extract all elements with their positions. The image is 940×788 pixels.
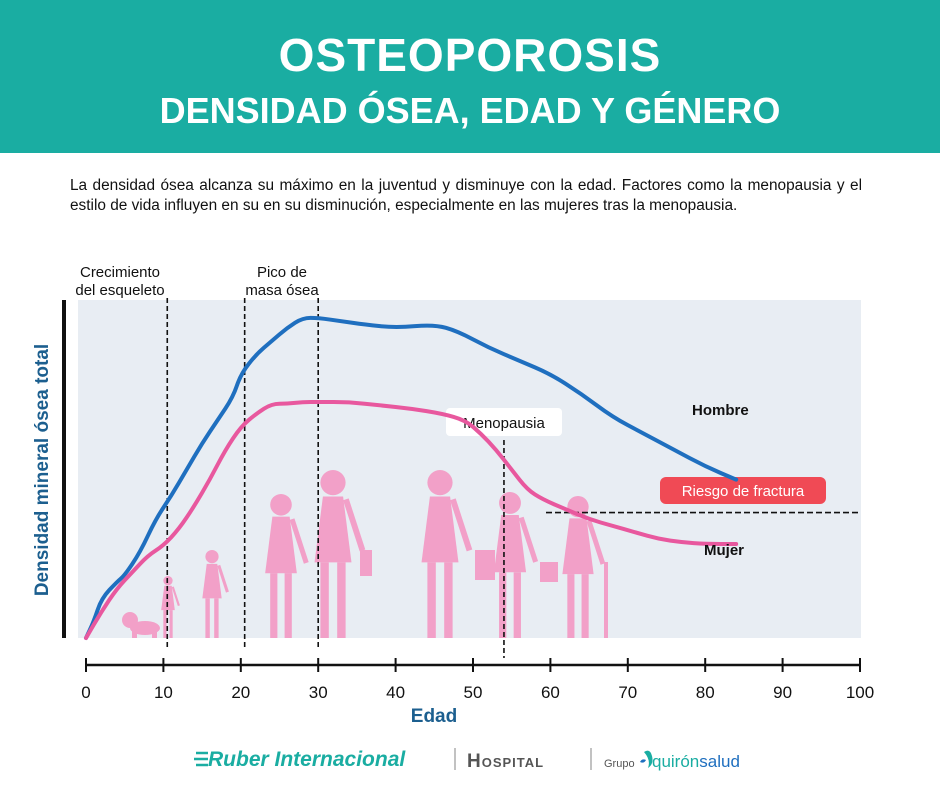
svg-text:quirónsalud: quirónsalud xyxy=(652,752,740,771)
y-axis-label: Densidad mineral ósea total xyxy=(32,344,53,596)
fracture-risk-badge: Riesgo de fractura xyxy=(660,477,826,504)
silhouette-child xyxy=(202,550,229,638)
silhouette-elderly-woman xyxy=(562,496,606,638)
quironsalud-mark-icon xyxy=(644,750,653,768)
brand-quiron: quirón xyxy=(652,752,699,771)
quironsalud-mark-dot-icon xyxy=(640,759,646,763)
x-tick-label: 90 xyxy=(773,683,792,702)
series-label-hombre: Hombre xyxy=(692,402,749,419)
silhouette-bag xyxy=(360,550,372,576)
header-banner: OSTEOPOROSIS DENSIDAD ÓSEA, EDAD Y GÉNER… xyxy=(0,0,940,153)
silhouette-cane xyxy=(604,562,608,638)
silhouette-young-woman xyxy=(314,470,366,638)
plot-background xyxy=(78,300,861,638)
silhouette-baby xyxy=(122,612,160,638)
svg-text:Riesgo de fractura: Riesgo de fractura xyxy=(682,483,805,500)
x-tick-label: 40 xyxy=(386,683,405,702)
x-tick-label: 80 xyxy=(696,683,715,702)
series-label-mujer: Mujer xyxy=(704,542,744,559)
silhouette-adult-woman xyxy=(421,470,473,638)
x-tick-label: 60 xyxy=(541,683,560,702)
x-axis-label: Edad xyxy=(411,706,457,727)
intro-paragraph: La densidad ósea alcanza su máximo en la… xyxy=(70,177,862,214)
x-tick-label: 20 xyxy=(231,683,250,702)
silhouette-briefcase xyxy=(475,550,495,580)
page-subtitle: DENSIDAD ÓSEA, EDAD Y GÉNERO xyxy=(159,90,781,131)
svg-text:Menopausia: Menopausia xyxy=(463,415,545,432)
annotation-crecimiento: Crecimiento del esqueleto xyxy=(75,264,164,299)
silhouette-handbag xyxy=(540,562,558,582)
x-tick-label: 100 xyxy=(846,683,874,702)
page-title: OSTEOPOROSIS xyxy=(278,29,662,81)
x-tick-label: 10 xyxy=(154,683,173,702)
silhouette-middle-age-woman xyxy=(493,492,539,638)
footer-logos: Ruber Internacional Hospital Grupo quiró… xyxy=(194,748,740,772)
x-tick-label: 0 xyxy=(81,683,90,702)
ruber-logo: Ruber Internacional xyxy=(194,748,406,771)
quironsalud-logo: quirónsalud xyxy=(640,750,740,771)
brand-ruber: Ruber Internacional xyxy=(208,748,406,771)
brand-grupo: Grupo xyxy=(604,758,635,770)
bone-density-chart: Densidad mineral ósea total Crecimiento d… xyxy=(32,264,874,727)
x-tick-label: 50 xyxy=(464,683,483,702)
brand-salud: salud xyxy=(699,752,740,771)
series-line-hombre xyxy=(84,315,739,640)
silhouette-teen xyxy=(265,494,309,638)
brand-hospital: Hospital xyxy=(467,751,544,772)
life-stage-silhouettes xyxy=(122,470,608,638)
series-line-mujer xyxy=(84,400,739,640)
annotation-pico: Pico de masa ósea xyxy=(245,264,319,299)
x-tick-label: 70 xyxy=(618,683,637,702)
x-tick-label: 30 xyxy=(309,683,328,702)
